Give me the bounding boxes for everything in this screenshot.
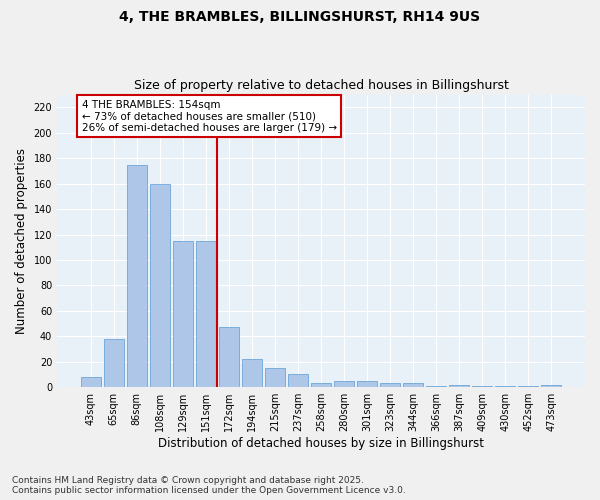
Text: Contains HM Land Registry data © Crown copyright and database right 2025.
Contai: Contains HM Land Registry data © Crown c… xyxy=(12,476,406,495)
Text: 4 THE BRAMBLES: 154sqm
← 73% of detached houses are smaller (510)
26% of semi-de: 4 THE BRAMBLES: 154sqm ← 73% of detached… xyxy=(82,100,337,133)
Bar xyxy=(219,328,239,387)
Bar xyxy=(380,384,400,387)
Bar xyxy=(311,384,331,387)
Bar xyxy=(196,241,216,387)
Bar xyxy=(403,384,423,387)
Bar xyxy=(427,386,446,387)
Bar xyxy=(334,381,354,387)
Bar xyxy=(265,368,285,387)
Bar xyxy=(173,241,193,387)
Y-axis label: Number of detached properties: Number of detached properties xyxy=(15,148,28,334)
Title: Size of property relative to detached houses in Billingshurst: Size of property relative to detached ho… xyxy=(134,79,508,92)
Bar xyxy=(242,359,262,387)
Bar xyxy=(357,381,377,387)
Bar xyxy=(150,184,170,387)
Bar xyxy=(472,386,492,387)
Bar xyxy=(127,164,146,387)
Bar xyxy=(496,386,515,387)
Text: 4, THE BRAMBLES, BILLINGSHURST, RH14 9US: 4, THE BRAMBLES, BILLINGSHURST, RH14 9US xyxy=(119,10,481,24)
Bar xyxy=(104,339,124,387)
X-axis label: Distribution of detached houses by size in Billingshurst: Distribution of detached houses by size … xyxy=(158,437,484,450)
Bar xyxy=(288,374,308,387)
Bar xyxy=(81,377,101,387)
Bar xyxy=(449,384,469,387)
Bar xyxy=(518,386,538,387)
Bar xyxy=(541,384,561,387)
